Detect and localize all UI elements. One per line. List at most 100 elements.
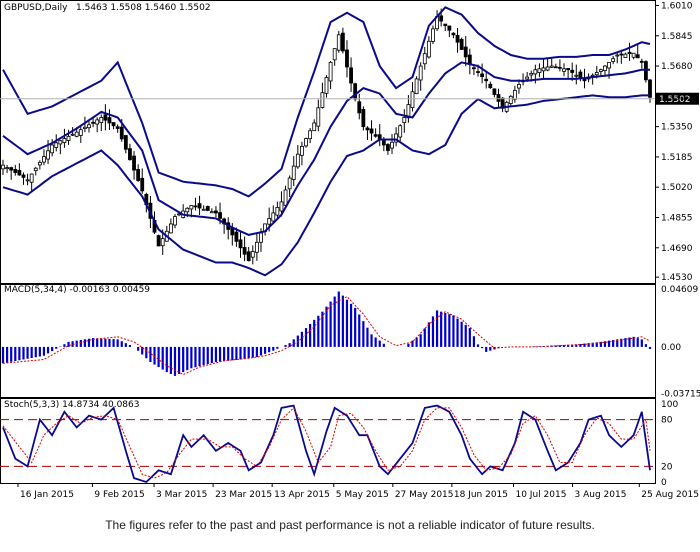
candle-body: [173, 216, 177, 226]
macd-tick-label: 0.04609: [661, 285, 698, 295]
candle-body: [74, 131, 79, 137]
candle-body: [439, 15, 444, 22]
panel-frame: [0, 284, 656, 398]
current-price-tag-bg: [656, 92, 699, 105]
price-tick-label: 1.5185: [661, 153, 693, 163]
candle-body: [37, 162, 42, 166]
candle-body: [156, 235, 161, 247]
candle-body: [189, 205, 194, 210]
candle-body: [283, 189, 288, 206]
date-tick-label: 10 Jul 2015: [515, 490, 566, 500]
current-price-tag: 1.5502: [659, 95, 691, 105]
candle-body: [201, 208, 206, 211]
candle-body: [271, 212, 276, 222]
panel-frames: [0, 0, 656, 484]
candle-body: [250, 251, 255, 258]
macd-label: MACD(5,34,4) -0.00163 0.00459: [4, 285, 150, 295]
price-tick-label: 1.5845: [661, 32, 693, 42]
candle-body: [574, 74, 579, 77]
candle-body: [402, 117, 407, 124]
candle-body: [58, 140, 63, 145]
candle-body: [17, 170, 22, 176]
candle-body: [279, 201, 284, 212]
candle-body: [316, 107, 321, 127]
candle-body: [312, 122, 317, 132]
candle-body: [295, 153, 300, 168]
candle-body: [50, 144, 55, 154]
candle-body: [66, 136, 71, 141]
date-tick-label: 23 Mar 2015: [215, 490, 272, 500]
candle-body: [492, 88, 497, 95]
candle-body: [300, 145, 304, 156]
candle-body: [136, 169, 141, 181]
candle-body: [42, 156, 46, 163]
price-panel: 1.5502: [0, 6, 699, 277]
candle-body: [287, 177, 292, 190]
candle-body: [373, 134, 378, 137]
macd-tick-label: -0.03715: [661, 390, 700, 400]
price-tick-label: 1.5515: [661, 92, 693, 102]
candle-body: [369, 128, 374, 134]
candle-body: [95, 119, 100, 125]
date-tick-label: 16 Jan 2015: [20, 490, 74, 500]
candle-body: [54, 142, 59, 148]
candle-body: [62, 138, 67, 144]
candle-body: [168, 223, 173, 234]
bollinger-upper-line: [2, 6, 651, 198]
candle-body: [140, 177, 145, 192]
candle-body: [480, 73, 485, 78]
candle-body: [611, 58, 616, 62]
candle-body: [254, 241, 259, 253]
candle-body: [418, 65, 423, 81]
candle-body: [386, 144, 390, 151]
candle-body: [132, 155, 136, 171]
candle-body: [13, 169, 18, 173]
candle-body: [394, 133, 399, 143]
candle-body: [627, 51, 632, 55]
candle-body: [214, 210, 218, 214]
price-tick-label: 1.4855: [661, 214, 693, 224]
candle-body: [533, 69, 538, 75]
date-tick-label: 13 Apr 2015: [274, 490, 330, 500]
candle-body: [275, 207, 280, 216]
candle-body: [267, 218, 272, 225]
candle-body: [328, 61, 333, 82]
candle-body: [340, 32, 345, 52]
candle-body: [242, 247, 247, 255]
candle-body: [406, 104, 411, 119]
macd-signal-line: [2, 295, 651, 376]
candle-body: [484, 78, 489, 82]
date-tick-label: 18 Jun 2015: [454, 490, 508, 500]
date-tick-label: 25 Aug 2015: [641, 490, 699, 500]
candle-body: [607, 61, 611, 69]
candle-body: [357, 101, 362, 114]
candle-body: [82, 126, 87, 130]
bollinger-middle-line: [2, 61, 650, 236]
candle-body: [304, 138, 308, 147]
candle-body: [123, 135, 128, 150]
macd-panel: [1, 291, 652, 376]
date-tick-label: 5 May 2015: [336, 490, 389, 500]
panel-frame: [0, 0, 656, 284]
candle-body: [496, 94, 501, 102]
price-tick-label: 1.5350: [661, 123, 693, 133]
candle-body: [594, 72, 599, 76]
candle-body: [119, 126, 124, 140]
candle-body: [549, 65, 554, 68]
candle-body: [29, 173, 34, 183]
candle-body: [603, 65, 607, 72]
candle-body: [5, 167, 9, 170]
candle-body: [566, 68, 571, 71]
candle-body: [193, 205, 198, 208]
candle-body: [46, 150, 50, 160]
candle-body: [541, 67, 546, 72]
date-tick-label: 3 Aug 2015: [575, 490, 627, 500]
candle-body: [308, 130, 313, 140]
candle-body: [349, 67, 353, 84]
date-tick-label: 9 Feb 2015: [94, 490, 144, 500]
candle-body: [459, 39, 464, 50]
candle-body: [639, 60, 644, 63]
axes: 1.6010 1.5845 1.5680 1.5515 1.5350 1.5185 1.50…: [17, 1, 700, 500]
candle-body: [488, 83, 493, 89]
disclaimer-text: The figures refer to the past and past p…: [105, 518, 595, 532]
